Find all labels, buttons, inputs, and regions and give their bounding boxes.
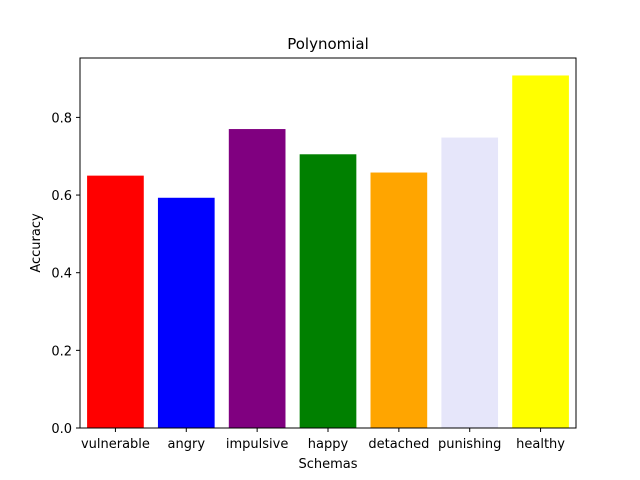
y-tick-label: 0.4 xyxy=(51,267,72,282)
y-tick-label: 0.0 xyxy=(51,422,72,437)
x-tick-label: vulnerable xyxy=(81,437,150,452)
bar-impulsive xyxy=(228,129,286,428)
x-tick-label: detached xyxy=(368,437,429,452)
x-tick-label: happy xyxy=(308,437,349,452)
x-tick-label: angry xyxy=(168,437,206,452)
plot-frame xyxy=(79,57,577,429)
bar-punishing xyxy=(441,137,499,428)
y-tick-label: 0.6 xyxy=(51,189,72,204)
y-axis-ticks: 0.0 0.2 0.4 0.6 0.8 xyxy=(51,111,80,437)
x-tick-label: impulsive xyxy=(226,437,288,452)
x-axis-ticks: vulnerable angry impulsive happy detached pun… xyxy=(81,428,565,452)
y-tick-label: 0.2 xyxy=(51,344,72,359)
bar-vulnerable xyxy=(87,175,144,428)
bar-healthy xyxy=(512,75,569,429)
chart-title: Polynomial xyxy=(287,35,369,53)
x-tick-label: punishing xyxy=(438,437,501,452)
bars-group xyxy=(87,75,569,429)
x-tick-label: healthy xyxy=(516,437,565,452)
x-axis-label: Schemas xyxy=(298,457,357,472)
bar-happy xyxy=(299,154,357,429)
bar-detached xyxy=(370,172,428,428)
bar-angry xyxy=(157,197,215,428)
y-axis-label: Accuracy xyxy=(29,213,44,273)
y-tick-label: 0.8 xyxy=(51,111,72,126)
